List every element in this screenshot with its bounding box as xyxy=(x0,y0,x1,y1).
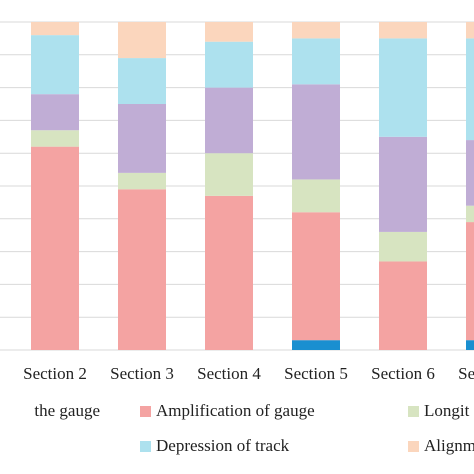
bar-segment xyxy=(118,172,166,190)
legend-swatch xyxy=(408,441,419,452)
bar-segment xyxy=(205,153,253,196)
x-tick-label: Section 5 xyxy=(284,364,348,383)
legend-swatch xyxy=(140,406,151,417)
bar-segment xyxy=(379,136,427,232)
bar-segment xyxy=(118,189,166,350)
bar-segment xyxy=(205,22,253,42)
bar-segment xyxy=(118,104,166,173)
bar-segment xyxy=(205,195,253,350)
legend-label: Depression of track xyxy=(156,436,290,455)
bar-segment xyxy=(466,140,474,206)
bar-segment xyxy=(466,22,474,39)
bar-segment xyxy=(118,58,166,104)
bar-segment xyxy=(292,212,340,341)
x-tick-label: Section 2 xyxy=(23,364,87,383)
legend-label: Amplification of gauge xyxy=(156,401,315,420)
legend-label: Longit xyxy=(424,401,470,420)
bar-segment xyxy=(31,22,79,36)
bar-segment xyxy=(31,35,79,95)
bar-segment xyxy=(379,22,427,39)
bar-segment xyxy=(466,340,474,350)
bar-segment xyxy=(292,179,340,213)
bar-segment xyxy=(466,38,474,141)
bar-segment xyxy=(292,340,340,350)
bar-segment xyxy=(466,222,474,341)
legend-label: the gauge xyxy=(34,401,100,420)
bar-segment xyxy=(31,94,79,131)
legend-swatch xyxy=(408,406,419,417)
bar-segment xyxy=(31,130,79,147)
bar-segment xyxy=(292,84,340,180)
bar-segment xyxy=(292,22,340,39)
bar-segment xyxy=(205,87,253,154)
bar-segment xyxy=(292,38,340,85)
x-tick-label: Section 3 xyxy=(110,364,174,383)
bar-segment xyxy=(379,38,427,137)
bar-segment xyxy=(205,41,253,88)
x-tick-label: Section 7 xyxy=(458,364,474,383)
bar-segment xyxy=(118,22,166,59)
bar-segment xyxy=(31,146,79,350)
x-tick-label: Section 4 xyxy=(197,364,261,383)
bar-segment xyxy=(379,261,427,350)
bar-segment xyxy=(379,231,427,262)
bar-segment xyxy=(466,205,474,223)
legend-label: Alignm xyxy=(424,436,474,455)
legend-swatch xyxy=(140,441,151,452)
x-tick-label: Section 6 xyxy=(371,364,435,383)
